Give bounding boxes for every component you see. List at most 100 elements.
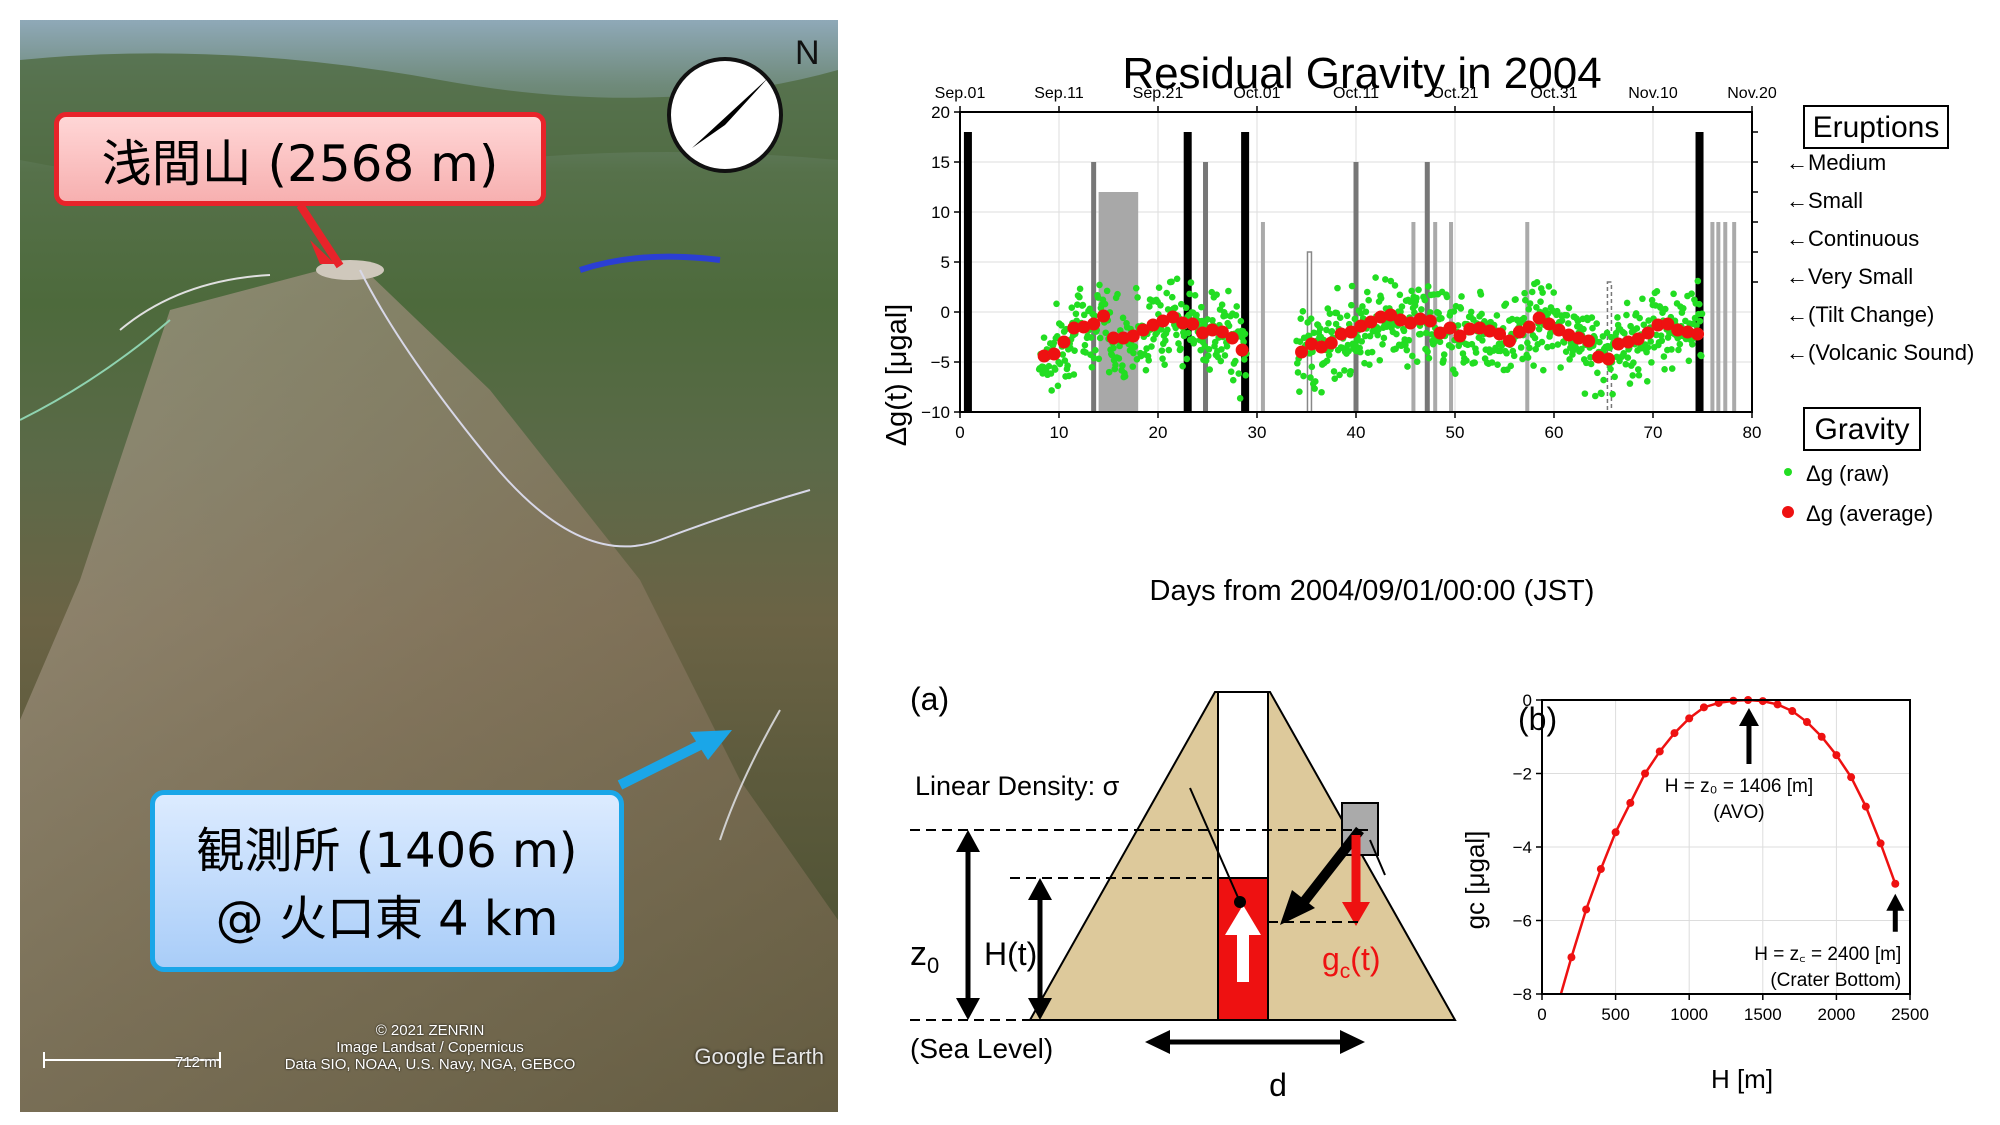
raw-gravity-point <box>1458 293 1465 300</box>
raw-gravity-point <box>1110 344 1117 352</box>
raw-gravity-point <box>1376 356 1384 364</box>
z0-label: z0 <box>910 935 939 978</box>
top-tick-label: Sep.21 <box>1133 85 1184 102</box>
raw-gravity-point <box>1598 390 1605 398</box>
raw-gravity-point <box>1184 329 1192 337</box>
raw-gravity-point <box>1213 291 1220 298</box>
eruption-level-label: ←(Volcanic Sound) <box>1786 340 1974 365</box>
average-gravity-point <box>1067 321 1081 335</box>
raw-gravity-point <box>1457 305 1465 312</box>
raw-gravity-point <box>1051 366 1059 373</box>
top-tick-label: Oct.01 <box>1233 85 1280 102</box>
average-gravity-point <box>1691 327 1705 341</box>
raw-gravity-point <box>1512 296 1519 303</box>
raw-gravity-point <box>1221 352 1229 359</box>
raw-gravity-point <box>1497 347 1504 355</box>
raw-gravity-point <box>1530 362 1537 369</box>
raw-gravity-point <box>1323 357 1331 365</box>
raw-gravity-point <box>1634 366 1642 373</box>
raw-gravity-point <box>1200 321 1208 328</box>
raw-gravity-point <box>1660 353 1668 360</box>
gc-point <box>1773 700 1782 709</box>
raw-gravity-point <box>1578 345 1585 353</box>
average-gravity-point <box>1097 309 1111 323</box>
raw-gravity-point <box>1621 330 1628 337</box>
raw-gravity-point <box>1177 300 1185 308</box>
raw-gravity-point <box>1351 315 1359 323</box>
raw-gravity-point <box>1336 371 1343 379</box>
y-axis-label: Δg(t) [μgal] <box>881 304 913 446</box>
raw-gravity-point <box>1387 277 1395 285</box>
raw-gravity-point <box>1223 343 1231 350</box>
raw-gravity-point <box>1193 311 1200 319</box>
raw-gravity-point <box>1566 356 1573 363</box>
raw-gravity-point <box>1091 312 1098 320</box>
average-gravity-point <box>1324 336 1338 350</box>
raw-gravity-point <box>1325 351 1333 359</box>
eruption-bar-very-small <box>1716 222 1721 412</box>
raw-gravity-point <box>1294 369 1302 376</box>
raw-gravity-point <box>1533 279 1541 286</box>
satellite-photo: N 浅間山 (2568 m) 観測所 (1406 m) @ 火口東 4 km ©… <box>20 20 838 1112</box>
raw-gravity-point <box>1507 362 1515 370</box>
gc-point <box>1596 865 1605 874</box>
raw-gravity-point <box>1488 359 1496 366</box>
raw-gravity-point <box>1209 316 1216 324</box>
y-tick-label: 10 <box>931 203 950 222</box>
raw-gravity-point <box>1179 362 1186 370</box>
average-gravity-point <box>1106 331 1120 345</box>
raw-gravity-point <box>1076 293 1083 301</box>
raw-gravity-point <box>1345 347 1352 355</box>
raw-gravity-point <box>1101 300 1109 308</box>
x-tick-label: 0 <box>1537 1005 1546 1024</box>
raw-gravity-point <box>1689 341 1696 348</box>
average-gravity-point <box>1611 337 1625 351</box>
raw-gravity-point <box>1643 378 1651 385</box>
raw-gravity-point <box>1565 304 1573 312</box>
average-gravity-point <box>1235 343 1249 357</box>
y-tick-label: −4 <box>1513 838 1532 857</box>
raw-gravity-point <box>1070 371 1078 378</box>
raw-gravity-point <box>1587 353 1594 361</box>
raw-gravity-point <box>1198 303 1205 311</box>
raw-gravity-point <box>1675 346 1682 354</box>
raw-gravity-point <box>1494 361 1501 368</box>
x-tick-label: 1500 <box>1744 1005 1782 1024</box>
raw-gravity-point <box>1539 289 1546 296</box>
legend-average-label: Δg (average) <box>1806 501 1933 526</box>
raw-gravity-point <box>1241 330 1249 338</box>
raw-gravity-point <box>1380 334 1388 342</box>
eruption-bar-medium <box>1183 132 1192 412</box>
raw-gravity-point <box>1658 337 1666 345</box>
raw-gravity-point <box>1393 330 1400 338</box>
raw-gravity-point <box>1510 352 1518 360</box>
conduit-model-diagram: (a) Linear Density: σ z0 H(t) gc(t) (Sea… <box>910 681 1457 1103</box>
raw-gravity-point <box>1451 370 1459 377</box>
observatory-label-line2: @ 火口東 4 km <box>215 891 559 947</box>
raw-gravity-point <box>1348 301 1355 309</box>
raw-gravity-point <box>1594 369 1601 377</box>
raw-gravity-point <box>1237 317 1245 325</box>
raw-gravity-point <box>1191 337 1198 345</box>
raw-gravity-point <box>1503 349 1510 357</box>
raw-gravity-point <box>1377 295 1385 302</box>
compass-icon <box>667 57 783 173</box>
average-gravity-point <box>1473 321 1487 335</box>
eruption-level-label: ←(Tilt Change) <box>1786 302 1934 327</box>
average-gravity-point <box>1057 335 1071 349</box>
raw-gravity-point <box>1415 286 1422 294</box>
average-gravity-point <box>1126 329 1140 343</box>
raw-gravity-point <box>1493 312 1501 319</box>
raw-gravity-point <box>1400 327 1408 335</box>
rise-arrow-icon <box>1225 905 1261 935</box>
raw-gravity-point <box>1155 284 1163 291</box>
raw-gravity-point <box>1056 360 1064 368</box>
raw-gravity-point <box>1398 303 1406 310</box>
raw-gravity-point <box>1538 338 1546 346</box>
x-tick-label: 40 <box>1347 423 1366 442</box>
raw-gravity-point <box>1587 360 1595 368</box>
raw-gravity-point <box>1079 301 1087 309</box>
raw-gravity-point <box>1588 314 1596 321</box>
average-gravity-point <box>1176 316 1190 330</box>
raw-gravity-point <box>1362 308 1370 316</box>
